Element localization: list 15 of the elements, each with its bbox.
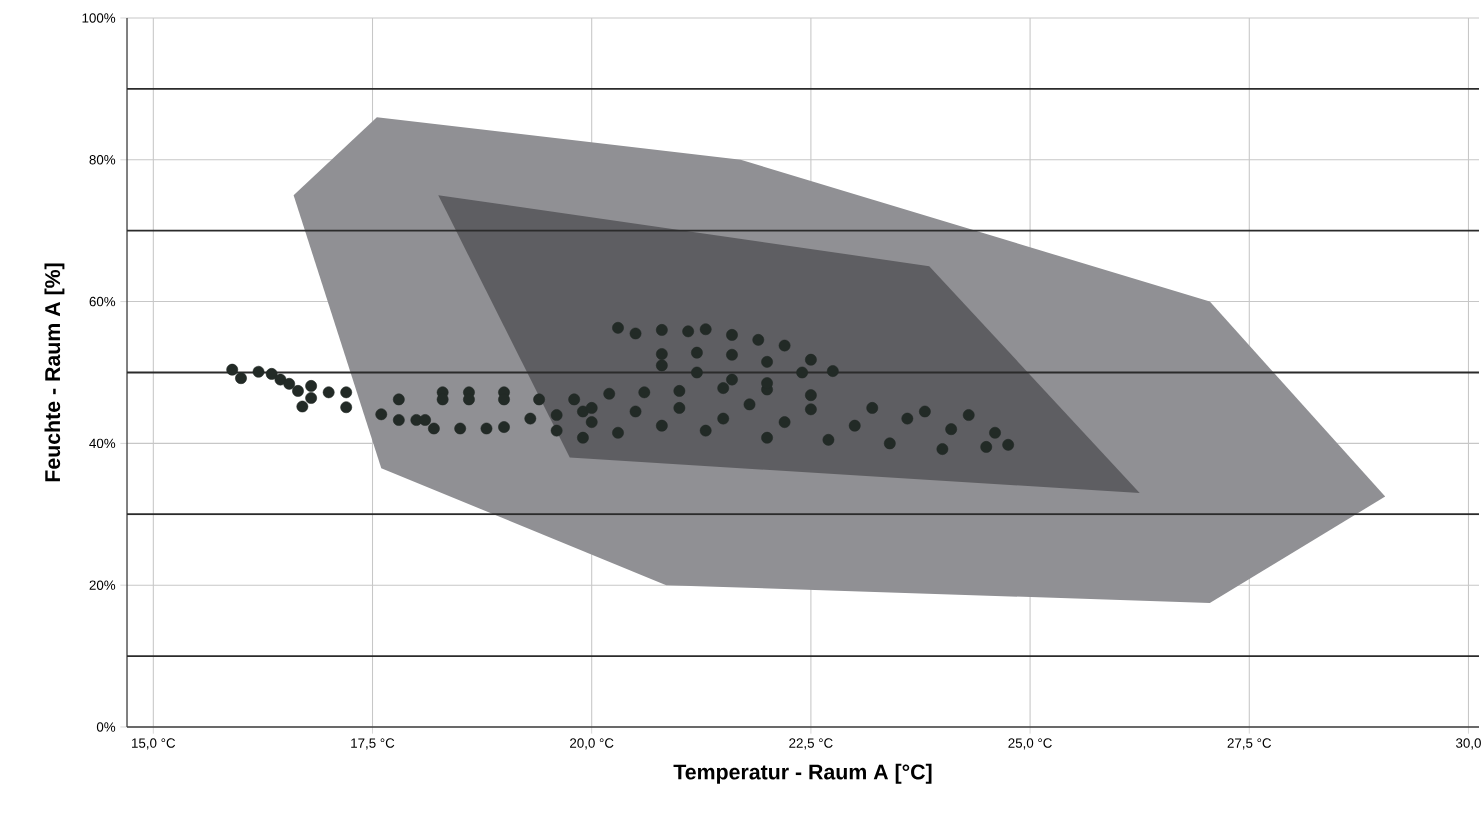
x-tick-label: 22,5 °C <box>789 738 833 750</box>
x-tick-label: 15,0 °C <box>132 738 176 750</box>
x-tick-label: 20,0 °C <box>570 738 614 750</box>
y-tick-label: 60% <box>89 296 116 307</box>
x-tick-label: 17,5 °C <box>351 738 395 750</box>
x-axis-title: Temperatur - Raum A [°C] <box>673 763 932 784</box>
y-tick-label: 0% <box>96 722 116 732</box>
x-tick-label: 30,0 <box>1456 738 1481 750</box>
y-tick-label: 100% <box>82 13 116 23</box>
y-axis-title: Feuchte - Raum A [%] <box>44 263 65 482</box>
y-tick-label: 80% <box>89 155 116 165</box>
x-tick-label: 25,0 °C <box>1008 738 1052 750</box>
y-tick-label: 20% <box>89 580 116 590</box>
y-tick-label: 40% <box>89 438 116 449</box>
x-tick-label: 27,5 °C <box>1227 738 1272 750</box>
